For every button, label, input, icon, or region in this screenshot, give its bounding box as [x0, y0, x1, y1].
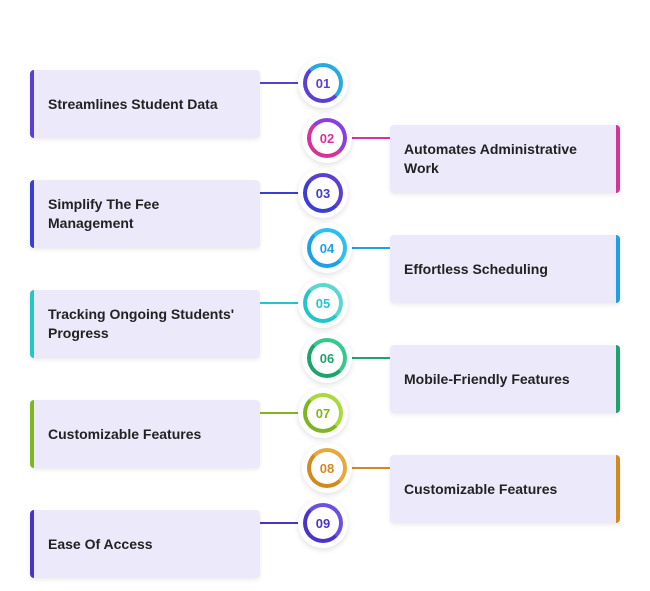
number-badge-text: 06	[320, 351, 334, 366]
feature-card: Tracking Ongoing Students' Progress	[30, 290, 260, 358]
number-badge: 03	[298, 168, 348, 218]
number-badge-ring: 09	[303, 503, 343, 543]
number-badge-ring: 03	[303, 173, 343, 213]
feature-label: Simplify The Fee Management	[48, 195, 246, 233]
number-badge: 06	[302, 333, 352, 383]
number-badge-text: 07	[316, 406, 330, 421]
number-badge: 08	[302, 443, 352, 493]
feature-card: Effortless Scheduling	[390, 235, 620, 303]
number-badge: 05	[298, 278, 348, 328]
number-badge-ring: 06	[307, 338, 347, 378]
number-badge: 09	[298, 498, 348, 548]
number-badge-text: 02	[320, 131, 334, 146]
feature-label: Mobile-Friendly Features	[404, 370, 570, 389]
number-badge-ring: 01	[303, 63, 343, 103]
number-badge-text: 05	[316, 296, 330, 311]
number-badge-text: 03	[316, 186, 330, 201]
feature-label: Effortless Scheduling	[404, 260, 548, 279]
feature-card: Customizable Features	[390, 455, 620, 523]
feature-label: Ease Of Access	[48, 535, 153, 554]
feature-label: Tracking Ongoing Students' Progress	[48, 305, 246, 343]
number-badge-ring: 08	[307, 448, 347, 488]
feature-card: Customizable Features	[30, 400, 260, 468]
feature-label: Customizable Features	[48, 425, 201, 444]
number-badge-text: 04	[320, 241, 334, 256]
number-badge: 04	[302, 223, 352, 273]
number-badge-text: 09	[316, 516, 330, 531]
feature-card: Streamlines Student Data	[30, 70, 260, 138]
number-badge-ring: 07	[303, 393, 343, 433]
number-badge: 02	[302, 113, 352, 163]
feature-label: Automates Administrative Work	[404, 140, 602, 178]
number-badge-ring: 04	[307, 228, 347, 268]
feature-card: Mobile-Friendly Features	[390, 345, 620, 413]
number-badge-ring: 02	[307, 118, 347, 158]
number-badge-ring: 05	[303, 283, 343, 323]
feature-card: Automates Administrative Work	[390, 125, 620, 193]
feature-card: Simplify The Fee Management	[30, 180, 260, 248]
number-badge-text: 01	[316, 76, 330, 91]
number-badge: 07	[298, 388, 348, 438]
feature-card: Ease Of Access	[30, 510, 260, 578]
number-badge: 01	[298, 58, 348, 108]
number-badge-text: 08	[320, 461, 334, 476]
feature-label: Streamlines Student Data	[48, 95, 218, 114]
feature-label: Customizable Features	[404, 480, 557, 499]
